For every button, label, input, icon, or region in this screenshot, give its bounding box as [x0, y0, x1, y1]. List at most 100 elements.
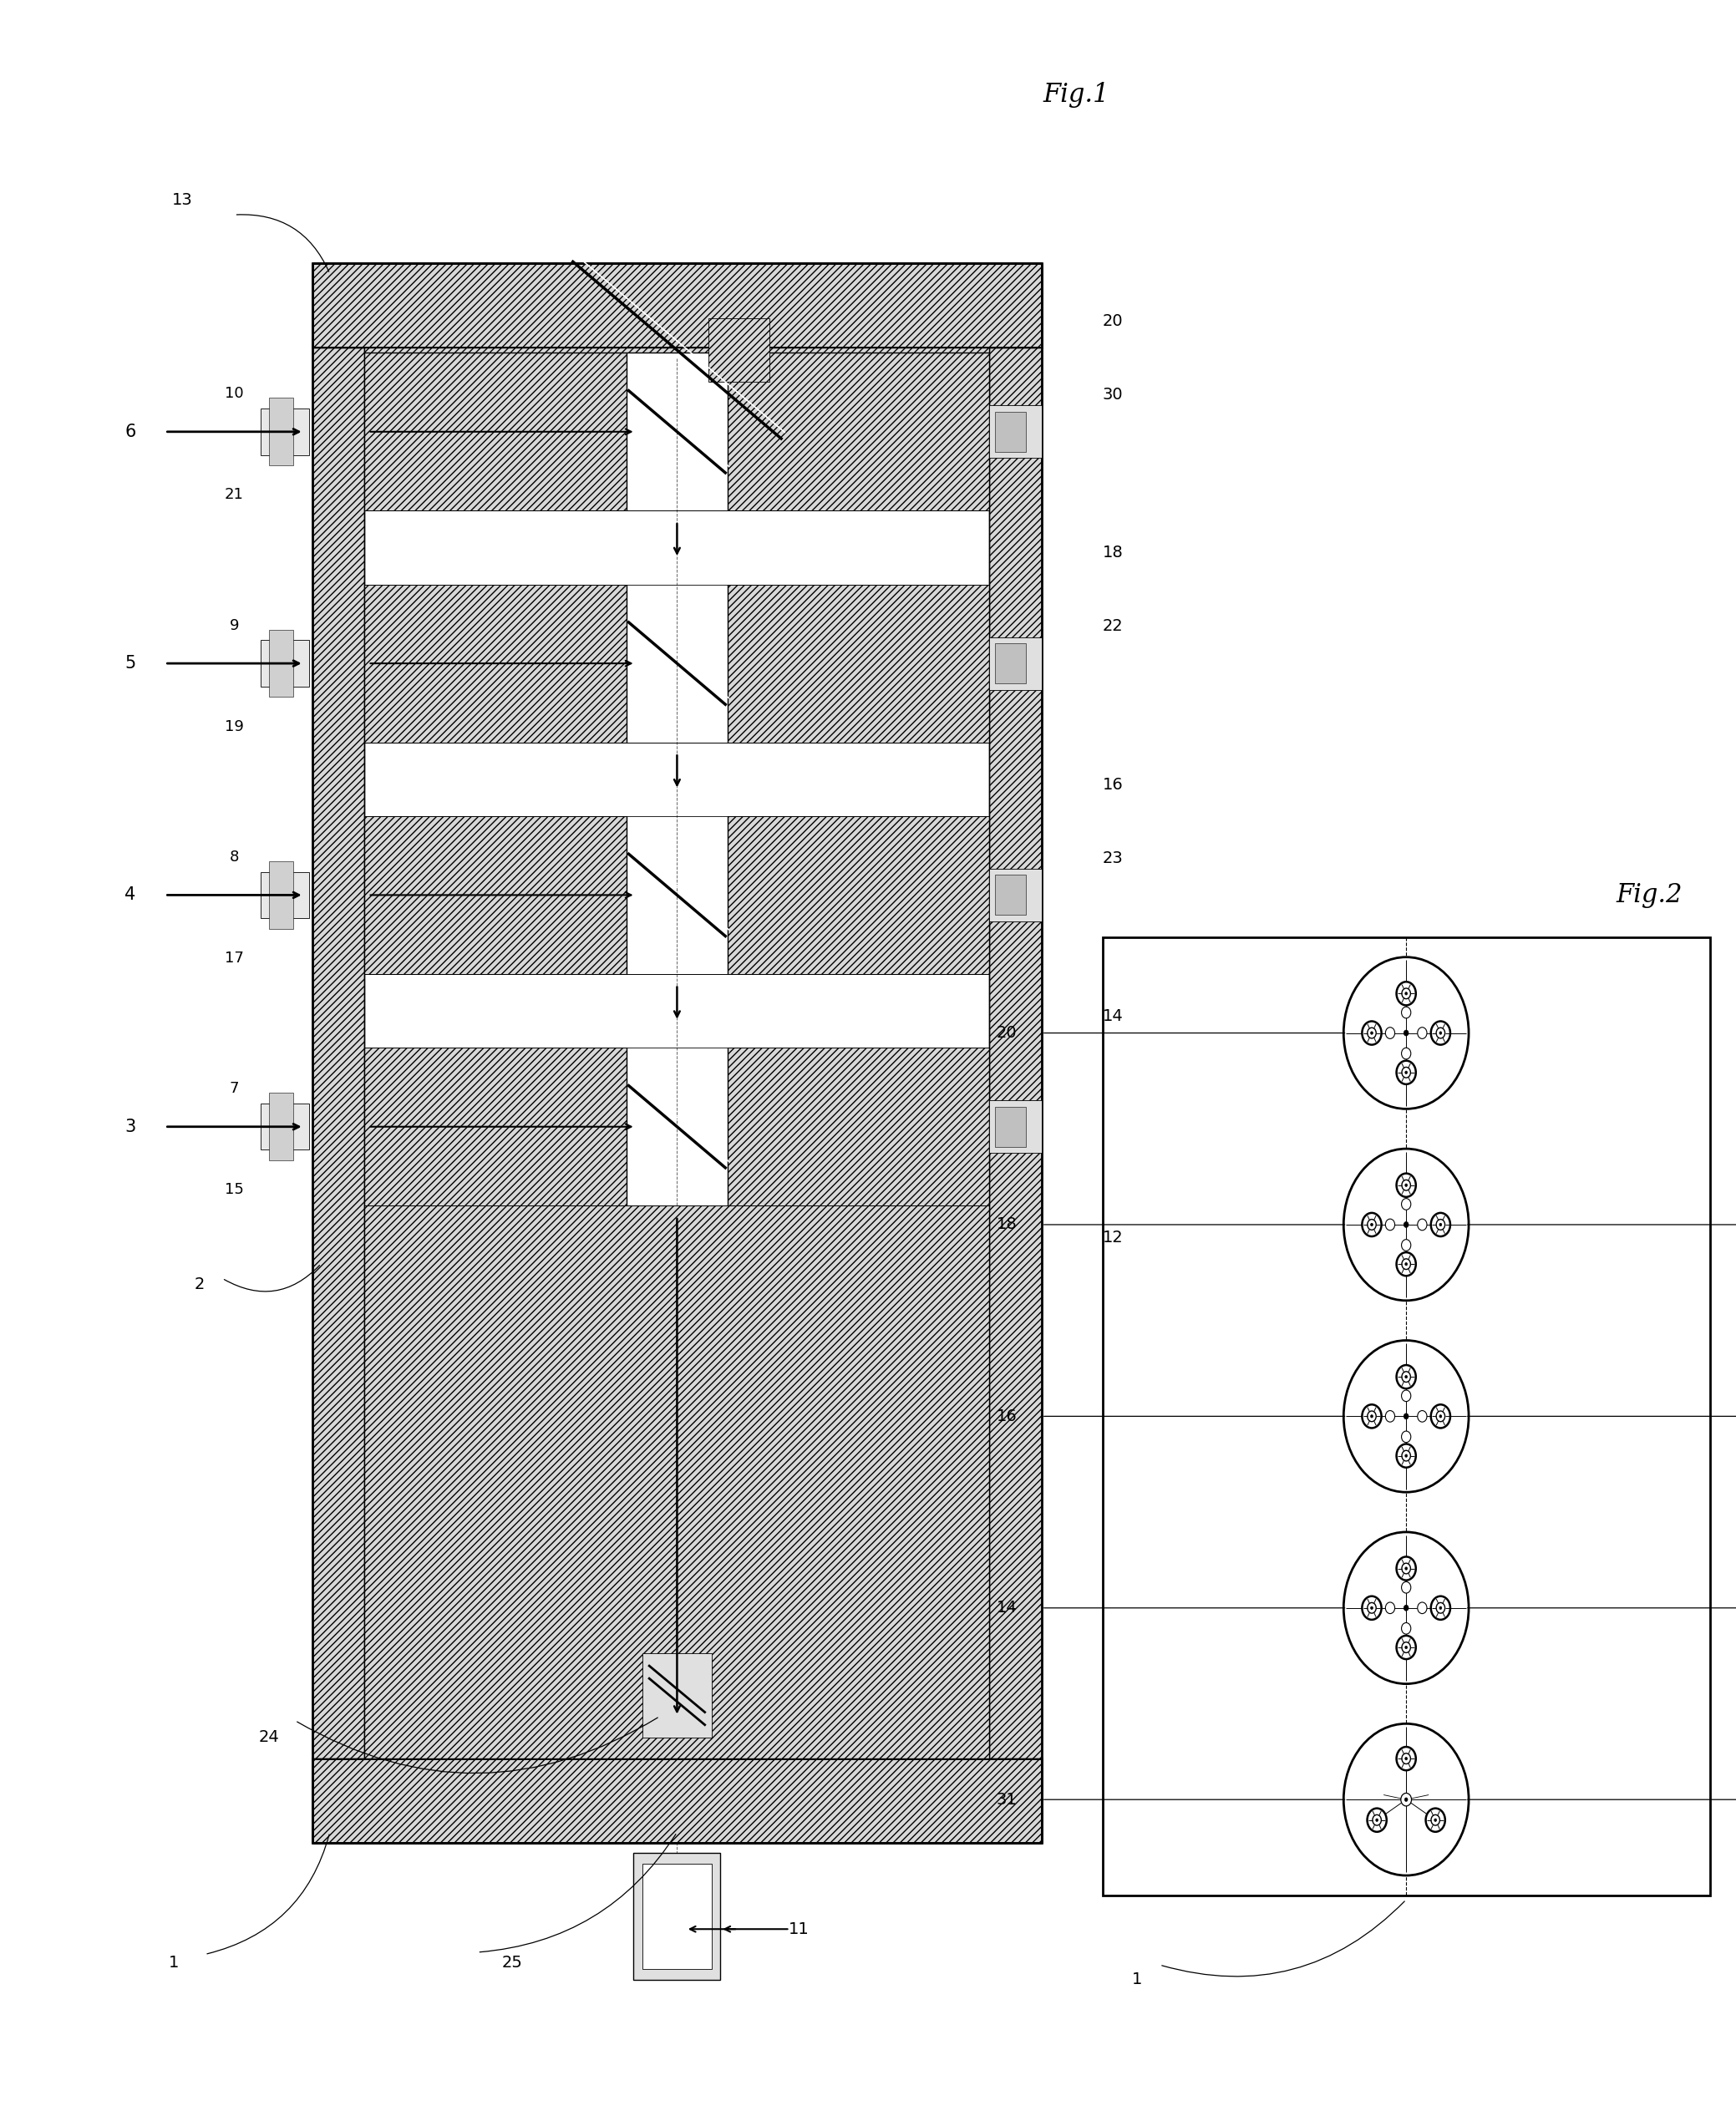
Bar [990, 1099, 1042, 1154]
Circle shape [1401, 1259, 1411, 1270]
Circle shape [1404, 1647, 1408, 1649]
Bar [260, 409, 309, 455]
Circle shape [1430, 1021, 1450, 1045]
Circle shape [1404, 1455, 1408, 1457]
Text: 31: 31 [996, 1792, 1017, 1807]
Text: 23: 23 [1102, 851, 1123, 866]
Text: 14: 14 [996, 1601, 1017, 1615]
Circle shape [1418, 1603, 1427, 1613]
Circle shape [1373, 1815, 1382, 1826]
Circle shape [1434, 1820, 1437, 1822]
Circle shape [1396, 1061, 1417, 1085]
Bar [708, 318, 769, 381]
Circle shape [1396, 1746, 1417, 1771]
Circle shape [1418, 1411, 1427, 1422]
Bar [365, 1205, 990, 1759]
Bar [642, 1864, 712, 1969]
Text: 30: 30 [1102, 388, 1123, 402]
Circle shape [1430, 1405, 1450, 1428]
Circle shape [1396, 1556, 1417, 1580]
Circle shape [1371, 1224, 1373, 1226]
Circle shape [1425, 1809, 1444, 1832]
Bar [990, 404, 1042, 457]
Circle shape [1430, 1213, 1450, 1236]
Circle shape [1404, 1221, 1408, 1228]
Text: 8: 8 [229, 849, 240, 866]
Bar [990, 347, 1042, 1759]
Circle shape [1344, 1148, 1469, 1302]
Circle shape [1371, 1415, 1373, 1417]
Circle shape [1401, 1068, 1411, 1078]
Bar [727, 1047, 990, 1205]
Circle shape [1396, 1636, 1417, 1660]
Circle shape [1401, 1624, 1411, 1634]
Text: 20: 20 [996, 1026, 1017, 1040]
Circle shape [1436, 1219, 1444, 1230]
Text: 14: 14 [1102, 1009, 1123, 1024]
Circle shape [1385, 1411, 1394, 1422]
Bar [269, 861, 293, 929]
Circle shape [1436, 1028, 1444, 1038]
Bar [995, 874, 1026, 914]
Text: 2: 2 [194, 1276, 205, 1293]
Circle shape [1404, 1799, 1408, 1801]
Circle shape [1401, 1792, 1411, 1807]
Circle shape [1385, 1603, 1394, 1613]
Circle shape [1401, 1582, 1411, 1592]
Bar [269, 630, 293, 697]
Circle shape [1401, 1451, 1411, 1462]
Circle shape [1363, 1213, 1382, 1236]
Circle shape [1401, 1049, 1411, 1059]
Circle shape [1430, 1815, 1439, 1826]
Text: 6: 6 [125, 423, 135, 440]
Circle shape [1375, 1820, 1378, 1822]
Circle shape [1344, 1339, 1469, 1493]
Bar [727, 585, 990, 741]
Circle shape [1368, 1603, 1377, 1613]
Text: 5: 5 [125, 655, 135, 672]
Bar [312, 347, 365, 1759]
Circle shape [1404, 1264, 1408, 1266]
Text: 1: 1 [1132, 1971, 1142, 1988]
Text: 3: 3 [125, 1118, 135, 1135]
Circle shape [1401, 1007, 1411, 1017]
Circle shape [1396, 1253, 1417, 1276]
Circle shape [1363, 1405, 1382, 1428]
Bar [260, 872, 309, 918]
Bar [995, 642, 1026, 682]
Circle shape [1404, 992, 1408, 994]
Text: 22: 22 [1102, 619, 1123, 634]
Circle shape [1418, 1219, 1427, 1230]
Circle shape [1396, 1445, 1417, 1468]
Text: Fig.1: Fig.1 [1043, 82, 1109, 107]
Circle shape [1363, 1596, 1382, 1620]
Circle shape [1368, 1219, 1377, 1230]
Bar [365, 817, 627, 973]
Text: 13: 13 [172, 192, 193, 208]
Text: 16: 16 [1102, 777, 1123, 792]
Text: 1: 1 [168, 1954, 179, 1971]
Bar [990, 636, 1042, 689]
Circle shape [1439, 1032, 1441, 1034]
Circle shape [1404, 1605, 1408, 1611]
Text: 19: 19 [224, 718, 245, 735]
Circle shape [1401, 1643, 1411, 1653]
Text: 10: 10 [226, 385, 243, 402]
Circle shape [1418, 1028, 1427, 1038]
Bar [727, 817, 990, 973]
Bar [995, 1108, 1026, 1146]
Circle shape [1401, 1371, 1411, 1382]
Bar [260, 1104, 309, 1150]
Text: Fig.2: Fig.2 [1616, 882, 1682, 908]
Circle shape [1404, 1567, 1408, 1569]
Circle shape [1401, 1432, 1411, 1443]
Circle shape [1368, 1028, 1377, 1038]
Circle shape [1436, 1411, 1444, 1422]
Circle shape [1396, 1365, 1417, 1388]
Text: 9: 9 [229, 617, 240, 634]
Bar [727, 352, 990, 510]
Circle shape [1436, 1603, 1444, 1613]
Circle shape [1439, 1224, 1441, 1226]
Text: 12: 12 [1102, 1230, 1123, 1245]
Bar [1102, 937, 1710, 1895]
